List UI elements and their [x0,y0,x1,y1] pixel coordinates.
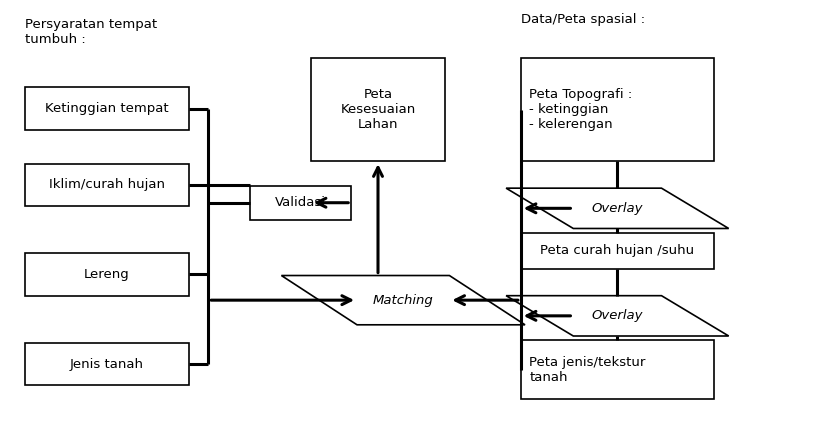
Text: Iklim/curah hujan: Iklim/curah hujan [49,178,165,191]
Text: Peta Topografi :
- ketinggian
- kelerengan: Peta Topografi : - ketinggian - kelereng… [529,88,633,131]
Text: Peta
Kesesuaian
Lahan: Peta Kesesuaian Lahan [340,88,416,131]
Text: Ketinggian tempat: Ketinggian tempat [45,102,169,115]
Text: Lereng: Lereng [84,268,130,281]
FancyBboxPatch shape [250,186,351,220]
FancyBboxPatch shape [25,253,189,296]
Text: Overlay: Overlay [591,202,643,215]
Text: Persyaratan tempat
tumbuh :: Persyaratan tempat tumbuh : [25,18,157,46]
Polygon shape [506,296,729,336]
Text: Peta curah hujan /suhu: Peta curah hujan /suhu [540,244,695,258]
Polygon shape [281,276,525,325]
Text: Jenis tanah: Jenis tanah [70,358,144,370]
Text: Peta jenis/tekstur
tanah: Peta jenis/tekstur tanah [529,356,646,383]
Polygon shape [506,188,729,228]
Text: Validasi: Validasi [276,196,326,209]
FancyBboxPatch shape [521,340,714,399]
FancyBboxPatch shape [25,87,189,130]
Text: Matching: Matching [373,293,433,307]
FancyBboxPatch shape [25,164,189,206]
FancyBboxPatch shape [311,58,445,161]
Text: Overlay: Overlay [591,309,643,323]
FancyBboxPatch shape [521,58,714,161]
FancyBboxPatch shape [521,233,714,269]
FancyBboxPatch shape [25,343,189,385]
Text: Data/Peta spasial :: Data/Peta spasial : [521,13,645,26]
